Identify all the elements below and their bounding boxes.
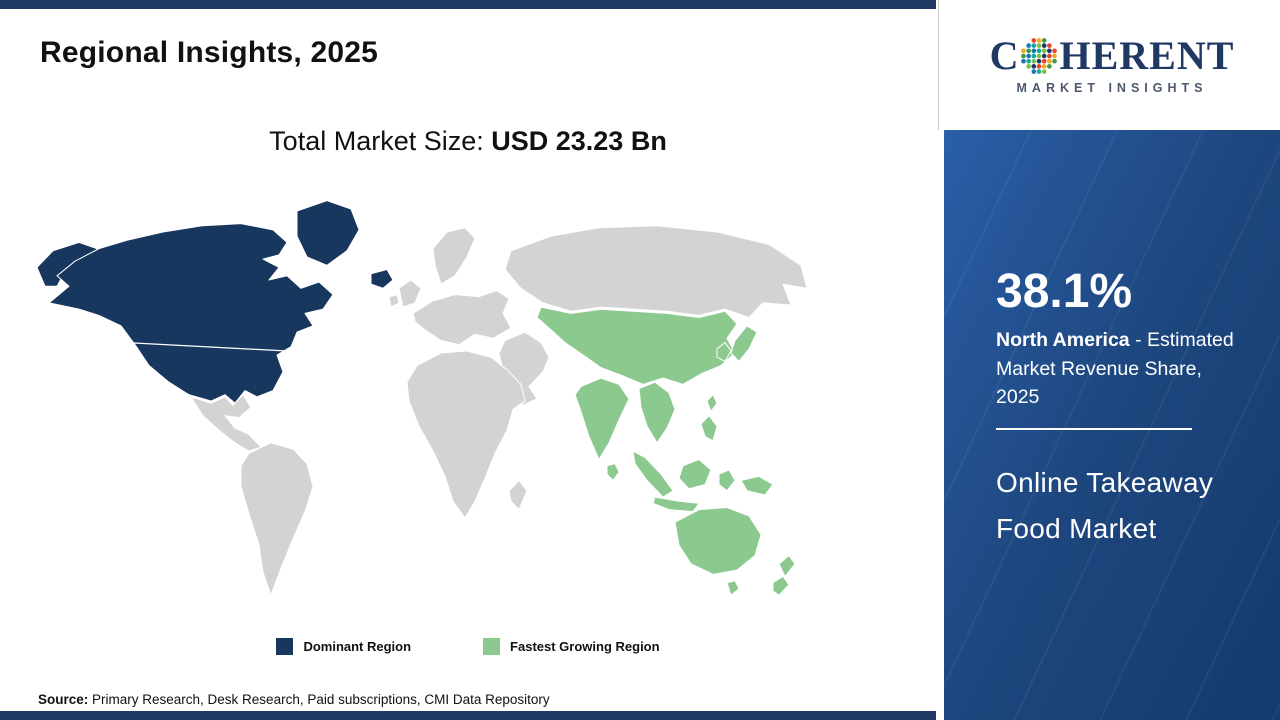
map-region-philippines [700, 415, 718, 442]
logo-letters-herent: HERENT [1059, 32, 1235, 78]
map-region-africa [406, 350, 526, 519]
map-region-north-america [48, 223, 334, 404]
page-title: Regional Insights, 2025 [40, 36, 379, 69]
revenue-share-text: - Estimated Market Revenue Share, 2025 [996, 329, 1234, 408]
map-region-sri-lanka [606, 463, 620, 481]
world-map-svg [36, 200, 808, 596]
market-name: Online Takeaway Food Market [996, 467, 1214, 544]
map-region-korea [716, 342, 732, 362]
map-region-borneo [678, 458, 712, 490]
revenue-share-description: North America - Estimated Market Revenue… [996, 326, 1238, 412]
map-region-ireland [388, 294, 400, 308]
legend-label: Dominant Region [303, 639, 412, 654]
brand-logo: C HERENT MARKET INSIGHTS [989, 32, 1235, 95]
revenue-share-region: North America [996, 329, 1130, 351]
source-prefix: Source: [38, 692, 89, 707]
legend-swatch-dominant [276, 638, 294, 655]
legend-item-dominant: Dominant Region [276, 638, 411, 655]
logo-dotted-o-icon [1021, 37, 1058, 74]
map-region-new-zealand-north [778, 555, 796, 577]
vertical-divider [938, 0, 939, 130]
map-region-taiwan [706, 394, 718, 413]
revenue-share-value: 38.1% [996, 265, 1133, 318]
source-line: Source: Primary Research, Desk Research,… [38, 692, 550, 707]
legend-swatch-fastest [483, 638, 501, 655]
map-region-indochina [638, 381, 676, 444]
map-region-scandinavia [432, 227, 476, 285]
map-region-europe [412, 289, 512, 346]
map-region-new-guinea [740, 475, 774, 496]
source-text: Primary Research, Desk Research, Paid su… [88, 692, 550, 707]
map-region-malaysia-sumatra [632, 450, 674, 498]
map-region-russia [504, 225, 808, 319]
sidebar: C HERENT MARKET INSIGHTS 38.1% [944, 0, 1280, 720]
map-region-south-america [240, 442, 314, 596]
sidebar-panel: 38.1% North America - Estimated Market R… [944, 130, 1280, 720]
total-market-size-line: Total Market Size: USD 23.23 Bn [0, 126, 936, 157]
logo-letter-c: C [989, 32, 1020, 78]
map-region-sulawesi [718, 469, 736, 492]
map-region-iceland [370, 268, 394, 289]
map-region-tasmania [726, 580, 740, 596]
map-region-central-asia-china [536, 306, 738, 385]
legend: Dominant Region Fastest Growing Region [0, 638, 936, 655]
map-region-uk [398, 279, 422, 308]
map-region-madagascar [508, 479, 528, 511]
total-market-size-value: USD 23.23 Bn [491, 126, 667, 156]
sidebar-divider [996, 428, 1192, 430]
map-region-india [574, 377, 630, 461]
map-region-japan [730, 325, 758, 362]
map-region-new-zealand-south [772, 575, 790, 596]
map-region-australia [674, 507, 762, 575]
logo-subtitle: MARKET INSIGHTS [1016, 80, 1208, 95]
map-region-greenland [296, 200, 360, 266]
total-market-size-label: Total Market Size: [269, 126, 492, 156]
map-region-mexico-central-america [190, 394, 262, 452]
legend-label: Fastest Growing Region [510, 639, 660, 654]
logo-wordmark: C HERENT [989, 32, 1235, 78]
legend-item-fastest: Fastest Growing Region [483, 638, 660, 655]
bottom-accent-bar [0, 711, 936, 720]
world-map [35, 186, 815, 614]
map-region-java [652, 496, 700, 513]
map-us-canada-border [126, 341, 286, 352]
top-accent-bar [0, 0, 936, 9]
brand-logo-area: C HERENT MARKET INSIGHTS [944, 0, 1280, 130]
